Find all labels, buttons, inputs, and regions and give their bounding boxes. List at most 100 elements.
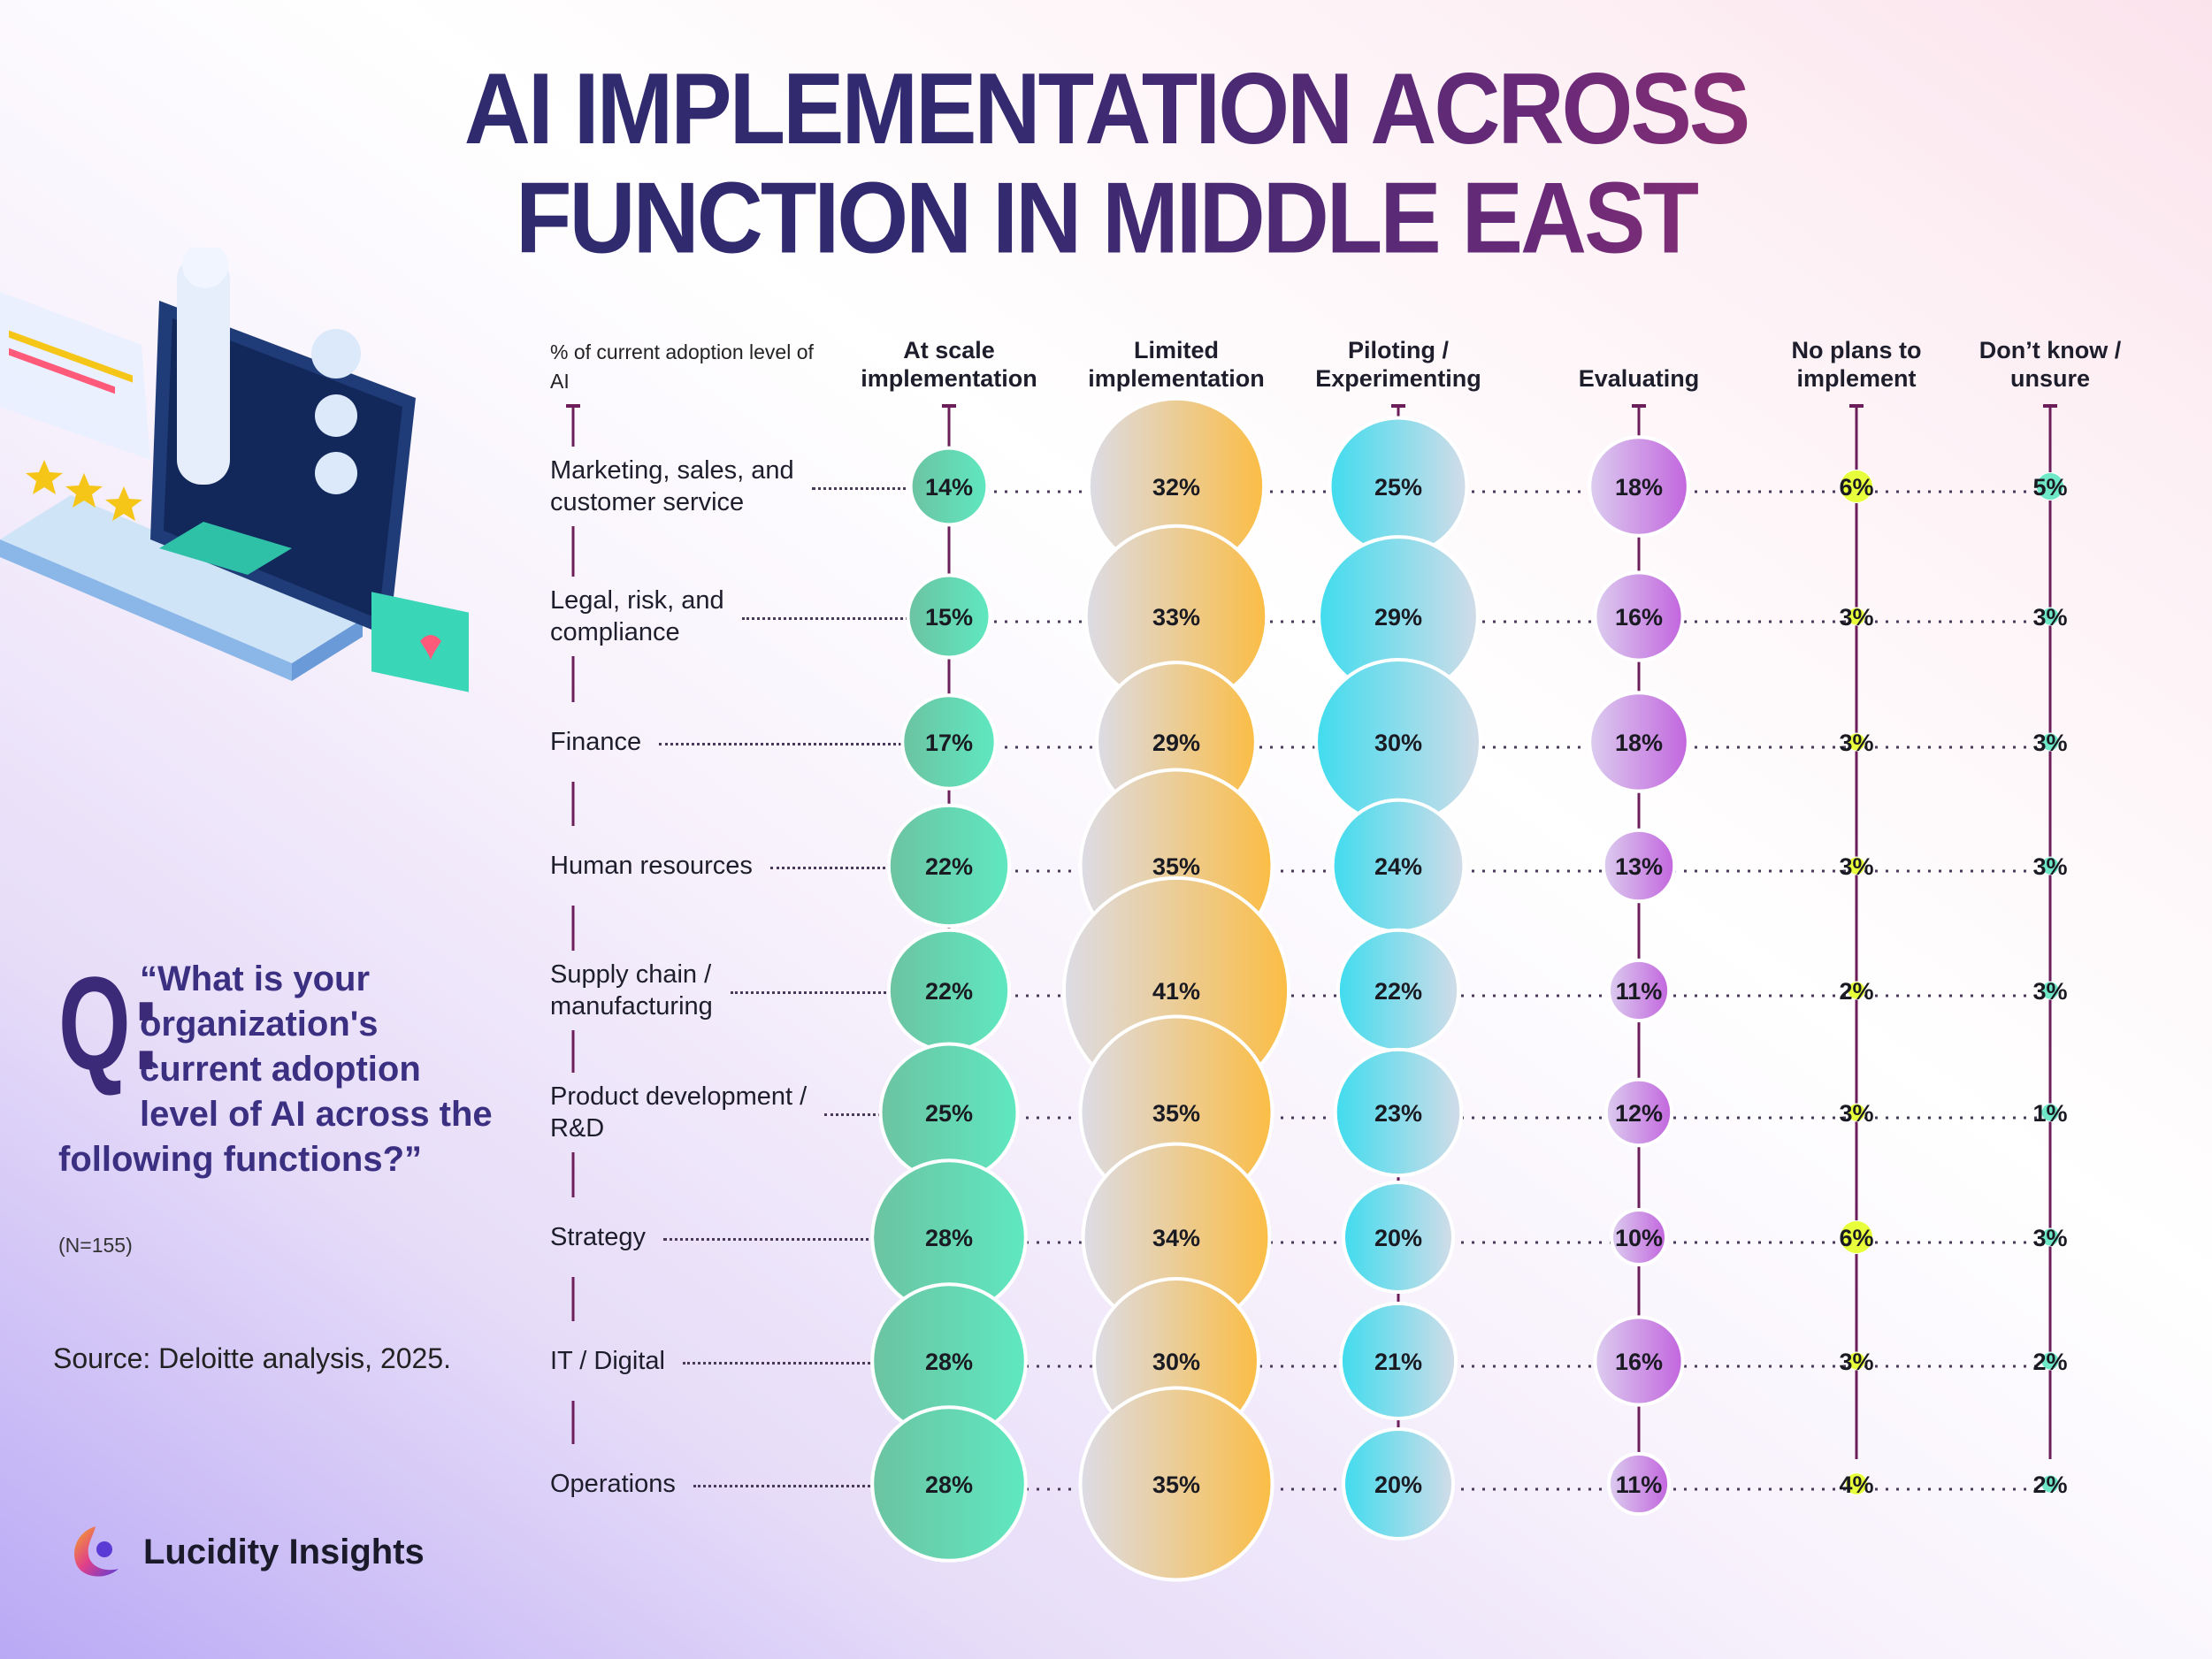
row-label-text: Product development / R&D bbox=[550, 1082, 807, 1143]
bubble-value-label: 35% bbox=[1152, 1472, 1200, 1498]
bubble bbox=[900, 693, 998, 791]
bubble bbox=[1333, 1047, 1464, 1178]
bubble bbox=[1847, 981, 1866, 1000]
bubble bbox=[1078, 1386, 1274, 1582]
row-label: Strategy bbox=[550, 1221, 913, 1253]
bubble bbox=[2040, 1474, 2060, 1494]
bubble-value-label: 18% bbox=[1615, 730, 1663, 756]
question-text: “What is your organization's current ado… bbox=[58, 959, 493, 1179]
leader-dots bbox=[811, 486, 913, 490]
bubble bbox=[870, 1405, 1028, 1563]
bubble-value-label: 16% bbox=[1615, 1349, 1663, 1375]
bubble-value-label: 30% bbox=[1374, 730, 1422, 756]
bubble-value-label: 13% bbox=[1615, 853, 1663, 880]
row-label-text: IT / Digital bbox=[550, 1347, 666, 1375]
bubble bbox=[2040, 1227, 2060, 1247]
leader-dots bbox=[824, 1112, 913, 1116]
bubble bbox=[1847, 732, 1866, 752]
bubble-value-label: 22% bbox=[925, 853, 973, 880]
bubble-value-label: 24% bbox=[1374, 853, 1422, 880]
leader-dots bbox=[741, 616, 913, 620]
bubble-value-label: 28% bbox=[925, 1349, 973, 1375]
bubble bbox=[2040, 1103, 2060, 1122]
row-label: Supply chain / manufacturing bbox=[550, 959, 913, 1022]
bubble bbox=[2040, 732, 2060, 752]
bubble-value-label: 20% bbox=[1374, 1472, 1422, 1498]
bubble bbox=[1610, 1208, 1668, 1266]
title-line-2: FUNCTION IN MIDDLE EAST bbox=[0, 164, 2212, 272]
bubble-value-label: 32% bbox=[1152, 474, 1200, 501]
bubble-value-label: 6% bbox=[1839, 474, 1873, 501]
row-label: Marketing, sales, and customer service bbox=[550, 455, 913, 518]
bubble bbox=[1847, 1103, 1866, 1122]
bubble-value-label: 17% bbox=[925, 730, 973, 756]
bubble-value-label: 3% bbox=[2032, 730, 2067, 756]
bubble bbox=[1593, 1315, 1685, 1407]
bubble-value-label: 29% bbox=[1374, 604, 1422, 631]
bubble-value-label: 22% bbox=[925, 978, 973, 1005]
bubble bbox=[906, 573, 992, 660]
bubble bbox=[1588, 435, 1690, 538]
sample-size: (N=155) bbox=[58, 1234, 133, 1257]
bubble-value-label: 41% bbox=[1152, 978, 1200, 1005]
bubble-value-label: 16% bbox=[1615, 604, 1663, 631]
bubble bbox=[1847, 1351, 1866, 1371]
bubble-value-label: 2% bbox=[2032, 1472, 2067, 1498]
bubble-value-label: 2% bbox=[1839, 978, 1873, 1005]
bubble bbox=[2040, 607, 2060, 626]
bubble bbox=[2036, 472, 2064, 501]
bubble-value-label: 3% bbox=[2032, 853, 2067, 880]
page-title: AI IMPLEMENTATION ACROSS FUNCTION IN MID… bbox=[0, 55, 2212, 272]
bubble bbox=[2040, 981, 2060, 1000]
bubble bbox=[1342, 1181, 1455, 1294]
bubble-value-label: 28% bbox=[925, 1472, 973, 1498]
bubble bbox=[1593, 570, 1685, 662]
bubble-value-label: 10% bbox=[1615, 1225, 1663, 1251]
bubble-value-label: 5% bbox=[2032, 474, 2067, 501]
bubble-value-label: 25% bbox=[1374, 474, 1422, 501]
bubble-value-label: 35% bbox=[1152, 853, 1200, 880]
bubble-value-label: 20% bbox=[1374, 1225, 1422, 1251]
bubble bbox=[1839, 1219, 1874, 1255]
row-label-text: Marketing, sales, and customer service bbox=[550, 456, 794, 516]
bubble-value-label: 30% bbox=[1152, 1349, 1200, 1375]
bubble-value-label: 21% bbox=[1374, 1349, 1422, 1375]
leader-dots bbox=[730, 990, 913, 994]
bubble bbox=[1839, 469, 1874, 504]
bubble bbox=[1606, 958, 1672, 1023]
column-header: At scale implementation bbox=[861, 337, 1037, 392]
bubble-value-label: 22% bbox=[1374, 978, 1422, 1005]
bubble-value-label: 3% bbox=[2032, 1225, 2067, 1251]
bubble bbox=[908, 446, 990, 527]
row-label-text: Supply chain / manufacturing bbox=[550, 960, 713, 1021]
bubble-value-label: 23% bbox=[1374, 1100, 1422, 1127]
column-header: Evaluating bbox=[1578, 365, 1700, 392]
bubble-value-label: 29% bbox=[1152, 730, 1200, 756]
bubble-value-label: 1% bbox=[2032, 1100, 2067, 1127]
row-label-text: Operations bbox=[550, 1470, 676, 1498]
bubble bbox=[886, 803, 1012, 929]
bubble-value-label: 12% bbox=[1615, 1100, 1663, 1127]
bubble-value-label: 6% bbox=[1839, 1225, 1873, 1251]
bubble-value-label: 3% bbox=[1839, 604, 1873, 631]
bubble bbox=[1604, 1077, 1674, 1148]
lucidity-logo-icon bbox=[74, 1526, 119, 1577]
bubble bbox=[1601, 828, 1677, 904]
bubble-value-label: 3% bbox=[1839, 1100, 1873, 1127]
leader-dots bbox=[663, 1237, 913, 1241]
bubble-value-label: 3% bbox=[1839, 1349, 1873, 1375]
leader-dots bbox=[769, 866, 913, 869]
bubble bbox=[1847, 856, 1866, 875]
bubble bbox=[2040, 856, 2060, 875]
row-label: Finance bbox=[550, 726, 913, 758]
row-label: IT / Digital bbox=[550, 1345, 913, 1377]
brand-logo: Lucidity Insights bbox=[69, 1523, 425, 1581]
column-header: No plans to implement bbox=[1791, 337, 1922, 392]
bubble-value-label: 35% bbox=[1152, 1100, 1200, 1127]
bubble bbox=[1847, 607, 1866, 626]
source-note: Source: Deloitte analysis, 2025. bbox=[53, 1342, 452, 1374]
bubble-value-label: 3% bbox=[2032, 604, 2067, 631]
bubble bbox=[2040, 1351, 2060, 1371]
bubble-value-label: 18% bbox=[1615, 474, 1663, 501]
